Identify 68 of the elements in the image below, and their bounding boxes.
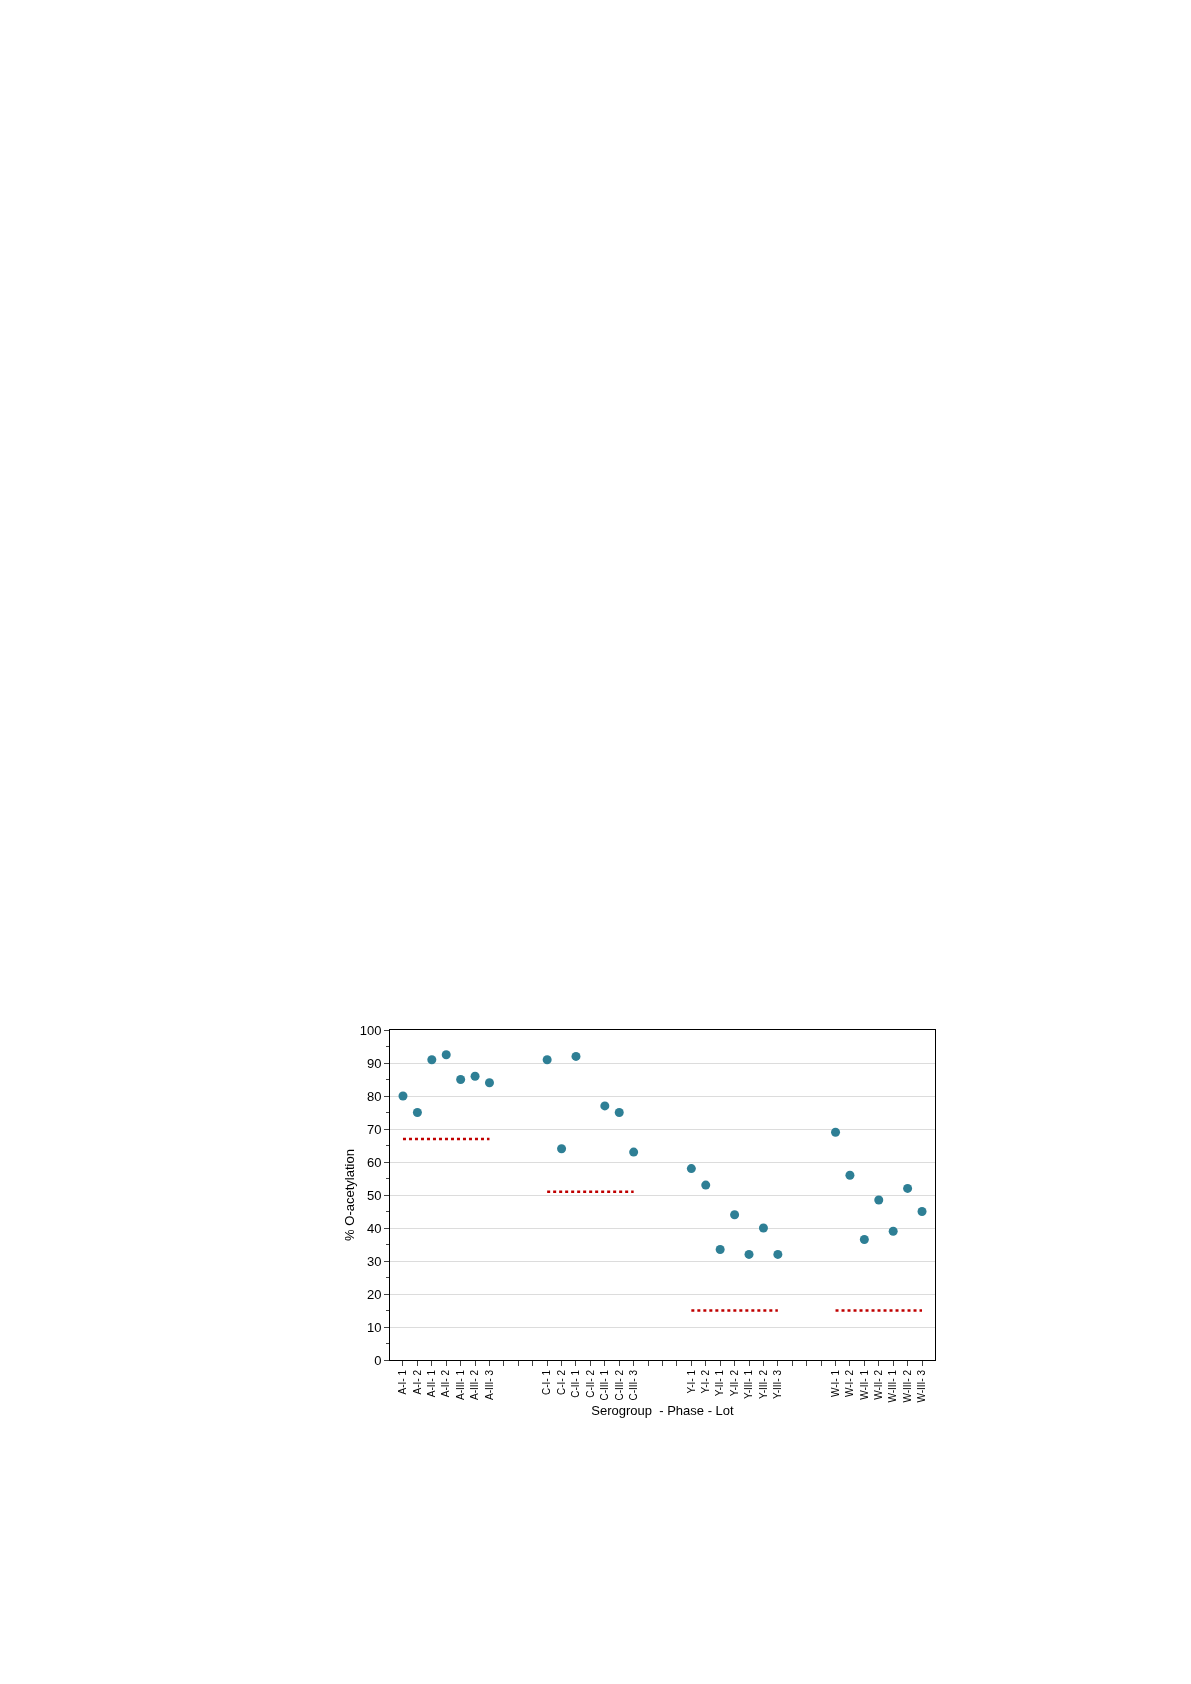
x-tick-label: C-II- 1 <box>570 1369 582 1398</box>
y-tick-label: 90 <box>366 1055 382 1071</box>
point <box>903 1183 913 1193</box>
x-tick-label: Y-III- 2 <box>757 1369 769 1400</box>
x-tick-label: C-I- 2 <box>555 1369 567 1395</box>
point <box>874 1195 884 1205</box>
y-tick-label: 80 <box>366 1088 382 1104</box>
point <box>614 1108 624 1117</box>
x-tick-label: A-III- 2 <box>469 1369 481 1401</box>
point <box>542 1055 552 1065</box>
x-tick-label: W-III- 3 <box>916 1369 928 1403</box>
point <box>701 1180 711 1190</box>
y-tick-label: 10 <box>366 1319 382 1335</box>
y-tick-label: 40 <box>366 1220 382 1236</box>
x-tick-label: Y-II- 2 <box>728 1369 740 1397</box>
x-tick-label: W-III- 1 <box>887 1369 899 1403</box>
point <box>456 1075 466 1084</box>
point <box>917 1207 927 1216</box>
x-tick-label: A-I- 1 <box>397 1369 409 1395</box>
point <box>888 1226 898 1236</box>
x-tick-label: C-III- 3 <box>627 1369 639 1401</box>
y-tick-label: 70 <box>366 1121 382 1137</box>
point <box>629 1147 639 1157</box>
x-tick-label: W-II- 1 <box>858 1369 870 1400</box>
point <box>600 1101 610 1111</box>
x-tick-label: A-III- 1 <box>454 1369 466 1401</box>
point <box>412 1108 422 1117</box>
x-tick-label: C-III- 2 <box>613 1369 625 1401</box>
y-tick-label: 20 <box>366 1286 382 1302</box>
x-tick-label: A-I- 2 <box>411 1369 423 1395</box>
point <box>441 1050 451 1060</box>
y-axis-title: % O-acetylation <box>342 1149 357 1241</box>
x-tick-label: W-I- 2 <box>844 1369 856 1398</box>
x-tick-label: W-I- 1 <box>829 1369 841 1398</box>
point <box>744 1249 754 1259</box>
y-tick-label: 100 <box>359 1022 382 1038</box>
y-tick-label: 50 <box>366 1187 382 1203</box>
x-tick-label: W-II- 2 <box>873 1369 885 1400</box>
point <box>831 1127 841 1137</box>
x-tick-label: C-III- 1 <box>599 1369 611 1401</box>
x-axis-title: Serogroup - Phase - Lot <box>591 1402 735 1418</box>
point <box>398 1091 408 1101</box>
x-tick-label: Y-II- 1 <box>714 1369 726 1397</box>
point <box>427 1055 437 1065</box>
x-tick-label: Y-III- 3 <box>772 1369 784 1400</box>
point <box>773 1249 783 1259</box>
point <box>859 1235 869 1245</box>
x-tick-label: A-II- 2 <box>440 1369 452 1398</box>
x-tick-label: C-I- 1 <box>541 1369 553 1395</box>
x-tick-label: Y-III- 1 <box>743 1369 755 1400</box>
y-tick-label: 30 <box>366 1253 382 1269</box>
point <box>730 1210 740 1220</box>
point <box>758 1223 768 1233</box>
point <box>686 1164 696 1174</box>
point <box>571 1051 581 1061</box>
point <box>845 1170 855 1180</box>
point <box>715 1244 725 1254</box>
x-tick-label: A-II- 1 <box>426 1369 438 1398</box>
x-tick-label: Y-I- 1 <box>685 1369 697 1394</box>
x-tick-label: Y-I- 2 <box>700 1369 711 1394</box>
x-tick-label: C-II- 2 <box>584 1369 596 1398</box>
x-tick-label: A-III- 3 <box>483 1369 495 1401</box>
y-tick-label: 0 <box>374 1352 382 1368</box>
point <box>557 1144 567 1154</box>
y-tick-label: 60 <box>366 1154 382 1170</box>
point <box>484 1078 494 1088</box>
x-tick-label: W-III- 2 <box>901 1369 913 1403</box>
point <box>470 1071 480 1081</box>
